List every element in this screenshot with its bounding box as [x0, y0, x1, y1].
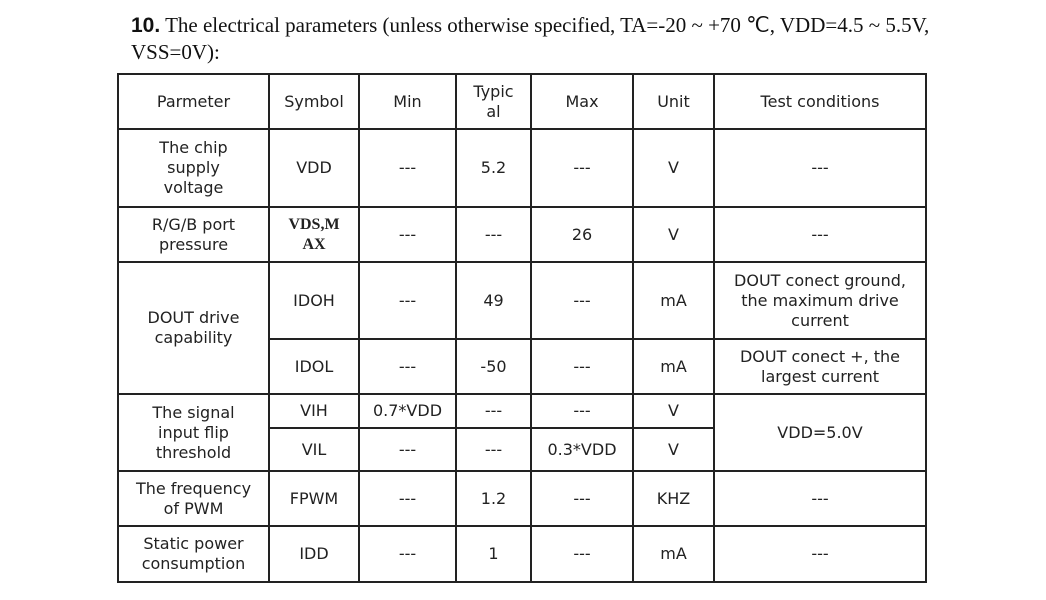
header-parameter: Parmeter [117, 73, 270, 130]
cell-min: --- [358, 525, 457, 583]
cell-symbol: VDS,M AX [268, 206, 360, 263]
cell-symbol: VIL [268, 427, 360, 472]
cell-conditions: --- [713, 128, 927, 208]
electrical-parameters-table: Parmeter Symbol Min Typic al Max Unit Te… [117, 73, 927, 583]
cell-symbol: VDD [268, 128, 360, 208]
header-symbol: Symbol [268, 73, 360, 130]
cell-unit: mA [632, 261, 715, 340]
cell-symbol: IDOL [268, 338, 360, 395]
header-test-conditions: Test conditions [713, 73, 927, 130]
cell-typical: 1 [455, 525, 532, 583]
cell-parameter: R/G/B port pressure [117, 206, 270, 263]
cell-typical: 5.2 [455, 128, 532, 208]
section-heading: 10. The electrical parameters (unless ot… [131, 12, 1011, 65]
cell-symbol: IDOH [268, 261, 360, 340]
header-max: Max [530, 73, 634, 130]
table-row: R/G/B port pressure VDS,M AX --- --- 26 … [117, 206, 927, 263]
cell-unit: mA [632, 525, 715, 583]
cell-min: --- [358, 427, 457, 472]
cell-max: --- [530, 128, 634, 208]
cell-typical: 49 [455, 261, 532, 340]
cell-min: --- [358, 206, 457, 263]
cell-max: 0.3*VDD [530, 427, 634, 472]
header-row: Parmeter Symbol Min Typic al Max Unit Te… [117, 73, 927, 130]
cell-unit: V [632, 393, 715, 429]
cell-max: --- [530, 470, 634, 527]
header-typical: Typic al [455, 73, 532, 130]
cell-min: --- [358, 338, 457, 395]
table-row: The signal input flip threshold VIH 0.7*… [117, 393, 927, 472]
cell-parameter: The frequency of PWM [117, 470, 270, 527]
header-unit: Unit [632, 73, 715, 130]
table-row: VIL --- --- 0.3*VDD V [118, 427, 926, 472]
cell-typical: -50 [455, 338, 532, 395]
cell-parameter: DOUT drive capability [117, 261, 270, 395]
cell-max: --- [530, 393, 634, 429]
cell-typical: 1.2 [455, 470, 532, 527]
section-number: 10. [131, 14, 161, 37]
table-row: The chip supply voltage VDD --- 5.2 --- … [117, 128, 927, 208]
cell-conditions: DOUT conect +, the largest current [713, 338, 927, 395]
cell-min: --- [358, 261, 457, 340]
section-title: The electrical parameters (unless otherw… [131, 13, 930, 64]
cell-conditions: --- [713, 206, 927, 263]
cell-conditions: --- [713, 525, 927, 583]
cell-min: --- [358, 128, 457, 208]
table-row: The frequency of PWM FPWM --- 1.2 --- KH… [117, 470, 927, 527]
cell-max: --- [530, 261, 634, 340]
cell-max: --- [530, 525, 634, 583]
cell-min: --- [358, 470, 457, 527]
cell-conditions: DOUT conect ground, the maximum drive cu… [713, 261, 927, 340]
cell-parameter: The signal input flip threshold [117, 393, 270, 472]
header-min: Min [358, 73, 457, 130]
cell-typical: --- [455, 427, 532, 472]
cell-unit: mA [632, 338, 715, 395]
cell-max: 26 [530, 206, 634, 263]
cell-unit: KHZ [632, 470, 715, 527]
cell-symbol: VIH [268, 393, 360, 429]
cell-conditions: VDD=5.0V [713, 393, 927, 472]
cell-conditions: --- [713, 470, 927, 527]
cell-min: 0.7*VDD [358, 393, 457, 429]
table-row: IDOL --- -50 --- mA DOUT conect +, the l… [118, 338, 927, 395]
cell-unit: V [632, 206, 715, 263]
cell-unit: V [632, 128, 715, 208]
cell-max: --- [530, 338, 634, 395]
cell-typical: --- [455, 393, 532, 429]
table-row: DOUT drive capability IDOH --- 49 --- mA… [117, 261, 927, 395]
cell-unit: V [632, 427, 715, 472]
cell-typical: --- [455, 206, 532, 263]
cell-parameter: The chip supply voltage [117, 128, 270, 208]
cell-symbol: FPWM [268, 470, 360, 527]
cell-parameter: Static power consumption [117, 525, 270, 583]
cell-symbol: IDD [268, 525, 360, 583]
table-row: Static power consumption IDD --- 1 --- m… [117, 525, 927, 583]
